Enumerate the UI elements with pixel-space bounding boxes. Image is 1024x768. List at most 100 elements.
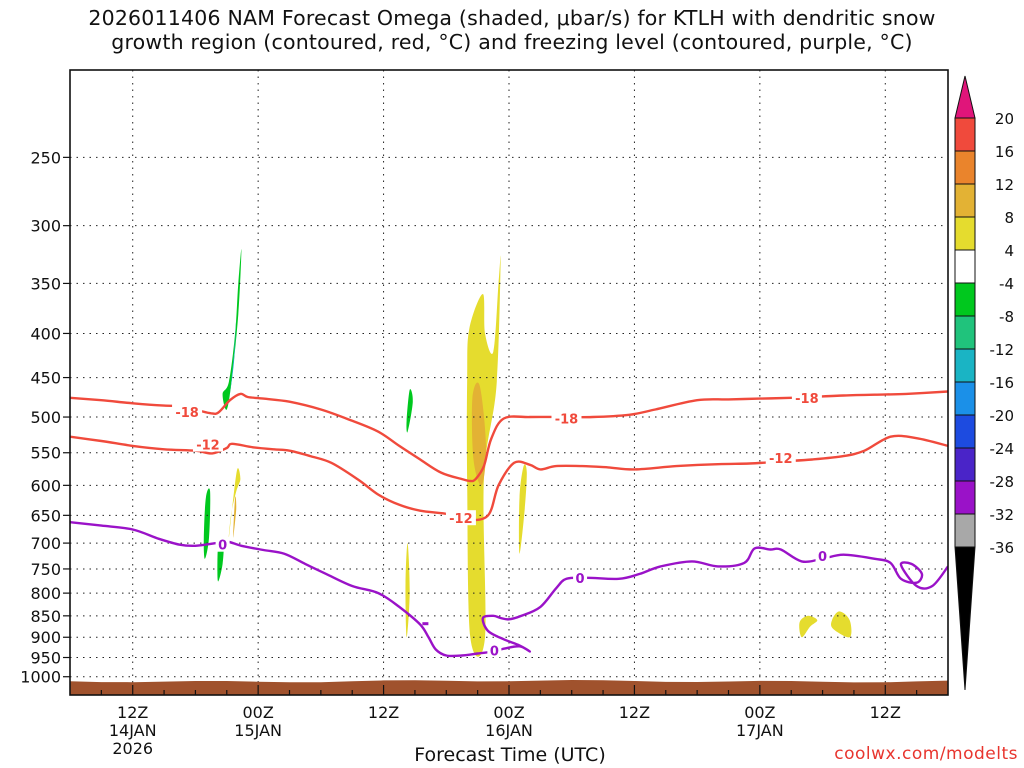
- contour-label: 0: [815, 548, 830, 565]
- y-tick-label: 250: [30, 148, 61, 167]
- colorbar-bin: [954, 249, 976, 284]
- y-tick-label: 600: [30, 476, 61, 495]
- contour-label: -18: [172, 403, 203, 421]
- x-tick-label: 12Z: [619, 703, 650, 722]
- contour-label: -12: [765, 450, 796, 467]
- y-tick-label: 950: [30, 649, 61, 668]
- omega-region: [471, 382, 487, 486]
- y-tick-label: 550: [30, 444, 61, 463]
- colorbar-tick-label: -12: [990, 341, 1015, 359]
- y-tick-label: 750: [30, 560, 61, 579]
- omega-region: [799, 615, 818, 638]
- y-tick-label: 700: [30, 534, 61, 553]
- colorbar-bin: [954, 414, 976, 449]
- contours: -18 -18 -18 -12 -12 -12 0 0 0 0: [70, 389, 948, 659]
- omega-region: [233, 496, 237, 538]
- colorbar-bin: [954, 513, 976, 548]
- colorbar-tick-label: -36: [990, 539, 1015, 557]
- colorbar-tick-label: -16: [990, 374, 1015, 392]
- contour-label: 0: [487, 642, 502, 659]
- contour-label-bg: [487, 642, 502, 658]
- contour-label-text: -12: [449, 512, 473, 527]
- colorbar-tick-label: 16: [995, 143, 1014, 161]
- x-tick-label: 00Z: [744, 703, 775, 722]
- contour-label: 0: [573, 569, 588, 587]
- omega-region: [830, 611, 852, 638]
- contour-label-text: 0: [490, 644, 499, 659]
- colorbar-bin: [954, 348, 976, 383]
- contour-label-text: -18: [175, 406, 199, 421]
- contour-line: [70, 521, 948, 658]
- x-tick-label: 12Z: [368, 703, 399, 722]
- colorbar-bin: [954, 183, 976, 218]
- colorbar-tick-label: -24: [990, 440, 1015, 458]
- contour-label-bg: [791, 389, 822, 405]
- x-tick-label: 12Z: [870, 703, 901, 722]
- x-tick-label: 00Z: [493, 703, 524, 722]
- contour-label: 0: [215, 536, 230, 554]
- colorbar-top-arrow: [954, 75, 976, 119]
- y-tick-label: 400: [30, 324, 61, 343]
- colorbar-bin: [954, 447, 976, 482]
- x-axis-title: Forecast Time (UTC): [414, 744, 606, 766]
- colorbar-bin: [954, 117, 976, 152]
- omega-region: [406, 389, 413, 433]
- contour-label-bg: [445, 510, 476, 526]
- y-tick-label: 1000: [20, 668, 61, 687]
- colorbar-tick-label: -32: [990, 506, 1015, 524]
- contour-label: -12: [445, 510, 476, 527]
- y-tick-label: 300: [30, 217, 61, 236]
- y-tick-label: 350: [30, 274, 61, 293]
- colorbar-tick-label: -8: [999, 308, 1014, 326]
- contour-fragment: [422, 622, 429, 626]
- y-tick-label: 850: [30, 607, 61, 626]
- colorbar-bin: [954, 282, 976, 317]
- colorbar-tick-label: 8: [1004, 209, 1014, 227]
- colorbar-bin: [954, 480, 976, 515]
- y-tick-label: 450: [30, 369, 61, 388]
- omega-region: [227, 468, 241, 549]
- x-tick-label: 17JAN: [736, 721, 784, 740]
- y-tick-label: 650: [30, 506, 61, 525]
- contour-label: -18: [551, 410, 582, 428]
- contour-label-bg: [215, 536, 230, 552]
- contour-label-bg: [765, 450, 796, 466]
- x-tick-label: 15JAN: [234, 721, 282, 740]
- contour-label-text: -12: [769, 452, 793, 467]
- chart-title-line2: growth region (contoured, red, °C) and f…: [111, 30, 913, 54]
- y-tick-label: 900: [30, 628, 61, 647]
- contour-label-bg: [815, 548, 830, 564]
- colorbar-bin: [954, 150, 976, 185]
- colorbar-tick-label: 4: [1004, 242, 1014, 260]
- contour-label-bg: [573, 569, 588, 585]
- x-tick-label: 14JAN: [109, 721, 157, 740]
- x-tick-label: 16JAN: [485, 721, 533, 740]
- x-tick-label: 00Z: [242, 703, 273, 722]
- colorbar: 20 16 12 8 4 -4 -8 -12 -16 -20 -24 -28 -32 -36: [954, 75, 1015, 691]
- colorbar-bin: [954, 381, 976, 416]
- omega-region: [203, 488, 211, 559]
- contour-label-text: 0: [576, 572, 585, 587]
- contour-line: [70, 390, 948, 483]
- omega-shading: [203, 249, 852, 657]
- x-tick-label: 12Z: [117, 703, 148, 722]
- omega-region: [518, 464, 527, 554]
- colorbar-tick-label: -4: [999, 275, 1014, 293]
- contour-label-text: -12: [196, 438, 220, 453]
- colorbar-tick-label: 12: [995, 176, 1014, 194]
- colorbar-bin: [954, 315, 976, 350]
- colorbar-tick-label: -28: [990, 473, 1015, 491]
- contour-label-bg: [172, 403, 203, 419]
- contour-label: -12: [192, 436, 223, 453]
- contour-label-bg: [192, 436, 223, 452]
- x-tick-label: 2026: [112, 739, 153, 758]
- colorbar-tick-label: 20: [995, 110, 1014, 128]
- colorbar-bottom-arrow: [954, 546, 976, 691]
- contour-label-bg: [551, 410, 582, 426]
- chart-title: 2026011406 NAM Forecast Omega (shaded, μ…: [0, 6, 1024, 54]
- y-tick-label: 800: [30, 584, 61, 603]
- contour-label-text: -18: [555, 413, 579, 428]
- contour-label-text: 0: [218, 539, 227, 554]
- contour-label: -18: [791, 389, 822, 407]
